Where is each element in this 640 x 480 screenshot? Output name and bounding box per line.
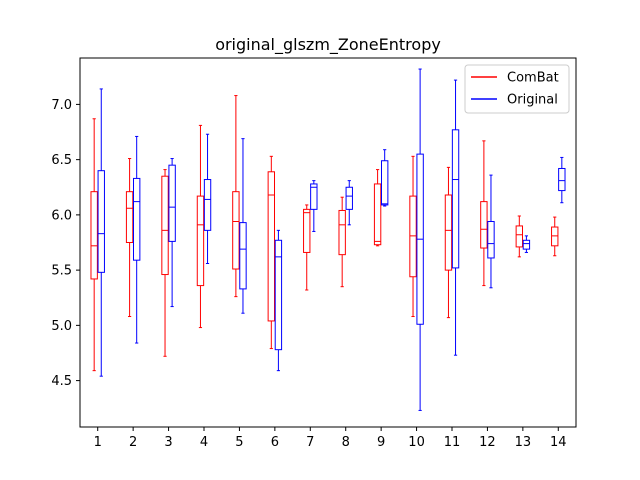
x-tick-label: 11 bbox=[444, 435, 461, 450]
x-tick-label: 9 bbox=[377, 435, 385, 450]
x-tick-label: 14 bbox=[550, 435, 567, 450]
box-combat-6-box bbox=[267, 171, 276, 322]
x-tick-label: 4 bbox=[200, 435, 208, 450]
plot-area bbox=[90, 68, 566, 411]
box-original-6-box bbox=[274, 239, 283, 351]
box-combat-14-box bbox=[551, 226, 559, 247]
legend: ComBat Original bbox=[464, 64, 570, 114]
box-original-12-box bbox=[487, 221, 495, 259]
box-combat-1-box bbox=[90, 191, 98, 280]
box-original-2-box bbox=[132, 177, 141, 261]
box-original-3-box bbox=[168, 164, 176, 242]
box-combat-8-box bbox=[338, 209, 346, 256]
x-tick-label: 12 bbox=[479, 435, 496, 450]
series-original bbox=[97, 68, 566, 411]
axes-frame bbox=[79, 57, 577, 428]
series-combat bbox=[90, 95, 559, 372]
x-tick-label: 3 bbox=[164, 435, 172, 450]
box-combat-4-box bbox=[196, 195, 205, 287]
box-original-8-box bbox=[345, 186, 353, 210]
x-tick-label: 13 bbox=[515, 435, 532, 450]
legend-label-combat: ComBat bbox=[507, 71, 559, 86]
box-original-9-box bbox=[380, 160, 389, 206]
box-combat-11-box bbox=[444, 194, 453, 271]
box-original-1-box bbox=[97, 170, 105, 273]
box-original-13-box bbox=[522, 239, 531, 250]
y-tick-label: 7.0 bbox=[51, 98, 72, 113]
x-tick-label: 6 bbox=[271, 435, 279, 450]
box-original-14-box bbox=[558, 167, 566, 192]
box-combat-3-box bbox=[161, 175, 169, 276]
axes: 1 2 3 4 5 6 7 8 9 10 11 12 13 144.55.05.56.06.57.0 bbox=[51, 98, 566, 450]
box-combat-2-box bbox=[125, 191, 134, 243]
y-tick-label: 5.5 bbox=[51, 264, 72, 279]
box-original-4-box bbox=[203, 179, 212, 231]
box-combat-10-box bbox=[409, 195, 417, 278]
y-tick-label: 6.0 bbox=[51, 208, 72, 223]
x-tick-label: 10 bbox=[408, 435, 425, 450]
chart-title: original_glszm_ZoneEntropy bbox=[215, 35, 441, 55]
box-combat-7-box bbox=[303, 208, 311, 253]
y-tick-label: 5.0 bbox=[51, 319, 72, 334]
box-original-5-box bbox=[239, 222, 247, 290]
box-combat-13-box bbox=[515, 225, 524, 248]
x-tick-label: 7 bbox=[306, 435, 314, 450]
box-combat-12-box bbox=[480, 201, 488, 249]
box-combat-5-box bbox=[232, 191, 240, 270]
x-tick-label: 8 bbox=[342, 435, 350, 450]
box-combat-9-box bbox=[373, 183, 382, 246]
legend-label-original: Original bbox=[507, 93, 558, 108]
y-tick-label: 6.5 bbox=[51, 153, 72, 168]
x-tick-label: 1 bbox=[94, 435, 102, 450]
x-tick-label: 2 bbox=[129, 435, 137, 450]
box-original-7-box bbox=[310, 183, 318, 210]
x-tick-label: 5 bbox=[235, 435, 243, 450]
y-tick-label: 4.5 bbox=[51, 374, 72, 389]
box-original-11-box bbox=[451, 129, 460, 269]
